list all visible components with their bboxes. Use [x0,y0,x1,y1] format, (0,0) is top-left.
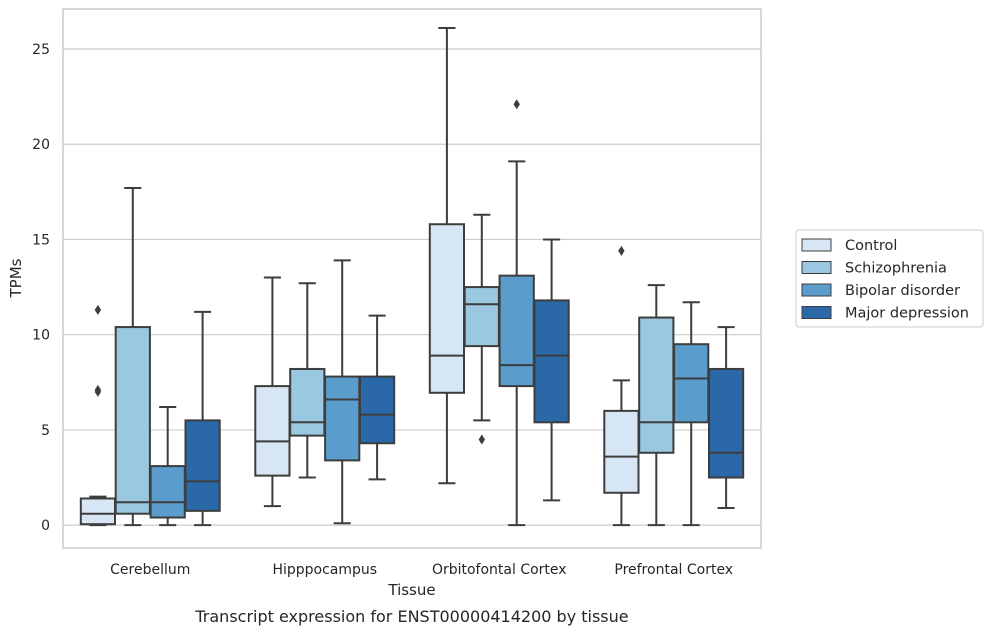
box-iqr [673,343,710,424]
legend-swatch [801,261,832,274]
x-tick-label: Prefrontal Cortex [614,562,733,578]
box-major-depression [533,238,570,502]
y-tick-label: 5 [41,423,50,439]
legend-label: Major depression [845,306,969,322]
y-tick-labels: 0 5 10 15 20 25 [32,42,50,534]
box-schizophrenia [638,284,675,527]
box-iqr [289,367,326,437]
box-bipolar-disorder [324,259,361,525]
outlier-point [94,304,102,315]
box-iqr [533,299,570,424]
box-iqr [79,497,117,526]
box-iqr [638,316,675,454]
box-iqr [324,375,361,462]
y-tick-label: 10 [32,328,50,344]
boxes-layer [79,27,745,527]
legend-swatch [801,306,832,319]
box-iqr [114,326,151,515]
legend-label: Bipolar disorder [845,283,960,299]
legend-frame [795,229,984,328]
y-axis-label: TPMs [7,258,25,298]
box-iqr [707,367,745,479]
chart-caption: Transcript expression for ENST0000041420… [194,607,628,626]
box-bipolar-disorder [149,406,186,527]
x-tick-label: Cerebellum [110,562,190,578]
box-iqr [463,286,500,348]
box-iqr [428,223,466,394]
outlier-point [94,384,102,395]
box-iqr [254,385,291,477]
legend-swatch [801,283,832,297]
outlier-point [618,245,625,256]
box-bipolar-disorder [673,301,710,527]
box-iqr [358,375,396,445]
x-tick-label: Orbitofontal Cortex [432,562,567,578]
y-tick-label: 20 [32,137,50,153]
legend: Control Schizophrenia Bipolar disorder Majo… [795,229,984,328]
outlier-point [478,434,485,445]
y-tick-label: 25 [32,42,50,58]
x-tick-labels: Cerebellum Hipppocampus Orbitofontal Corte… [110,562,733,578]
box-iqr [498,274,535,388]
box-control [603,245,640,527]
box-control [428,27,466,485]
box-iqr [149,465,186,519]
box-iqr [603,409,640,494]
box-major-depression [707,326,745,510]
box-control [254,276,291,508]
y-tick-label: 0 [41,518,50,534]
box-iqr [184,419,221,512]
box-schizophrenia [114,187,151,527]
legend-label: Control [845,238,897,254]
box-schizophrenia [463,213,500,445]
x-tick-label: Hipppocampus [272,562,377,578]
y-tick-label: 15 [32,232,50,248]
box-control [79,304,117,527]
outlier-point [513,99,520,110]
gridlines [63,48,761,526]
box-major-depression [358,314,396,481]
legend-label: Schizophrenia [845,261,947,277]
plot-frame [62,8,762,549]
box-bipolar-disorder [498,99,535,527]
legend-swatch [801,238,832,252]
box-schizophrenia [289,282,326,479]
x-axis-label: Tissue [387,581,435,599]
box-major-depression [184,310,221,527]
